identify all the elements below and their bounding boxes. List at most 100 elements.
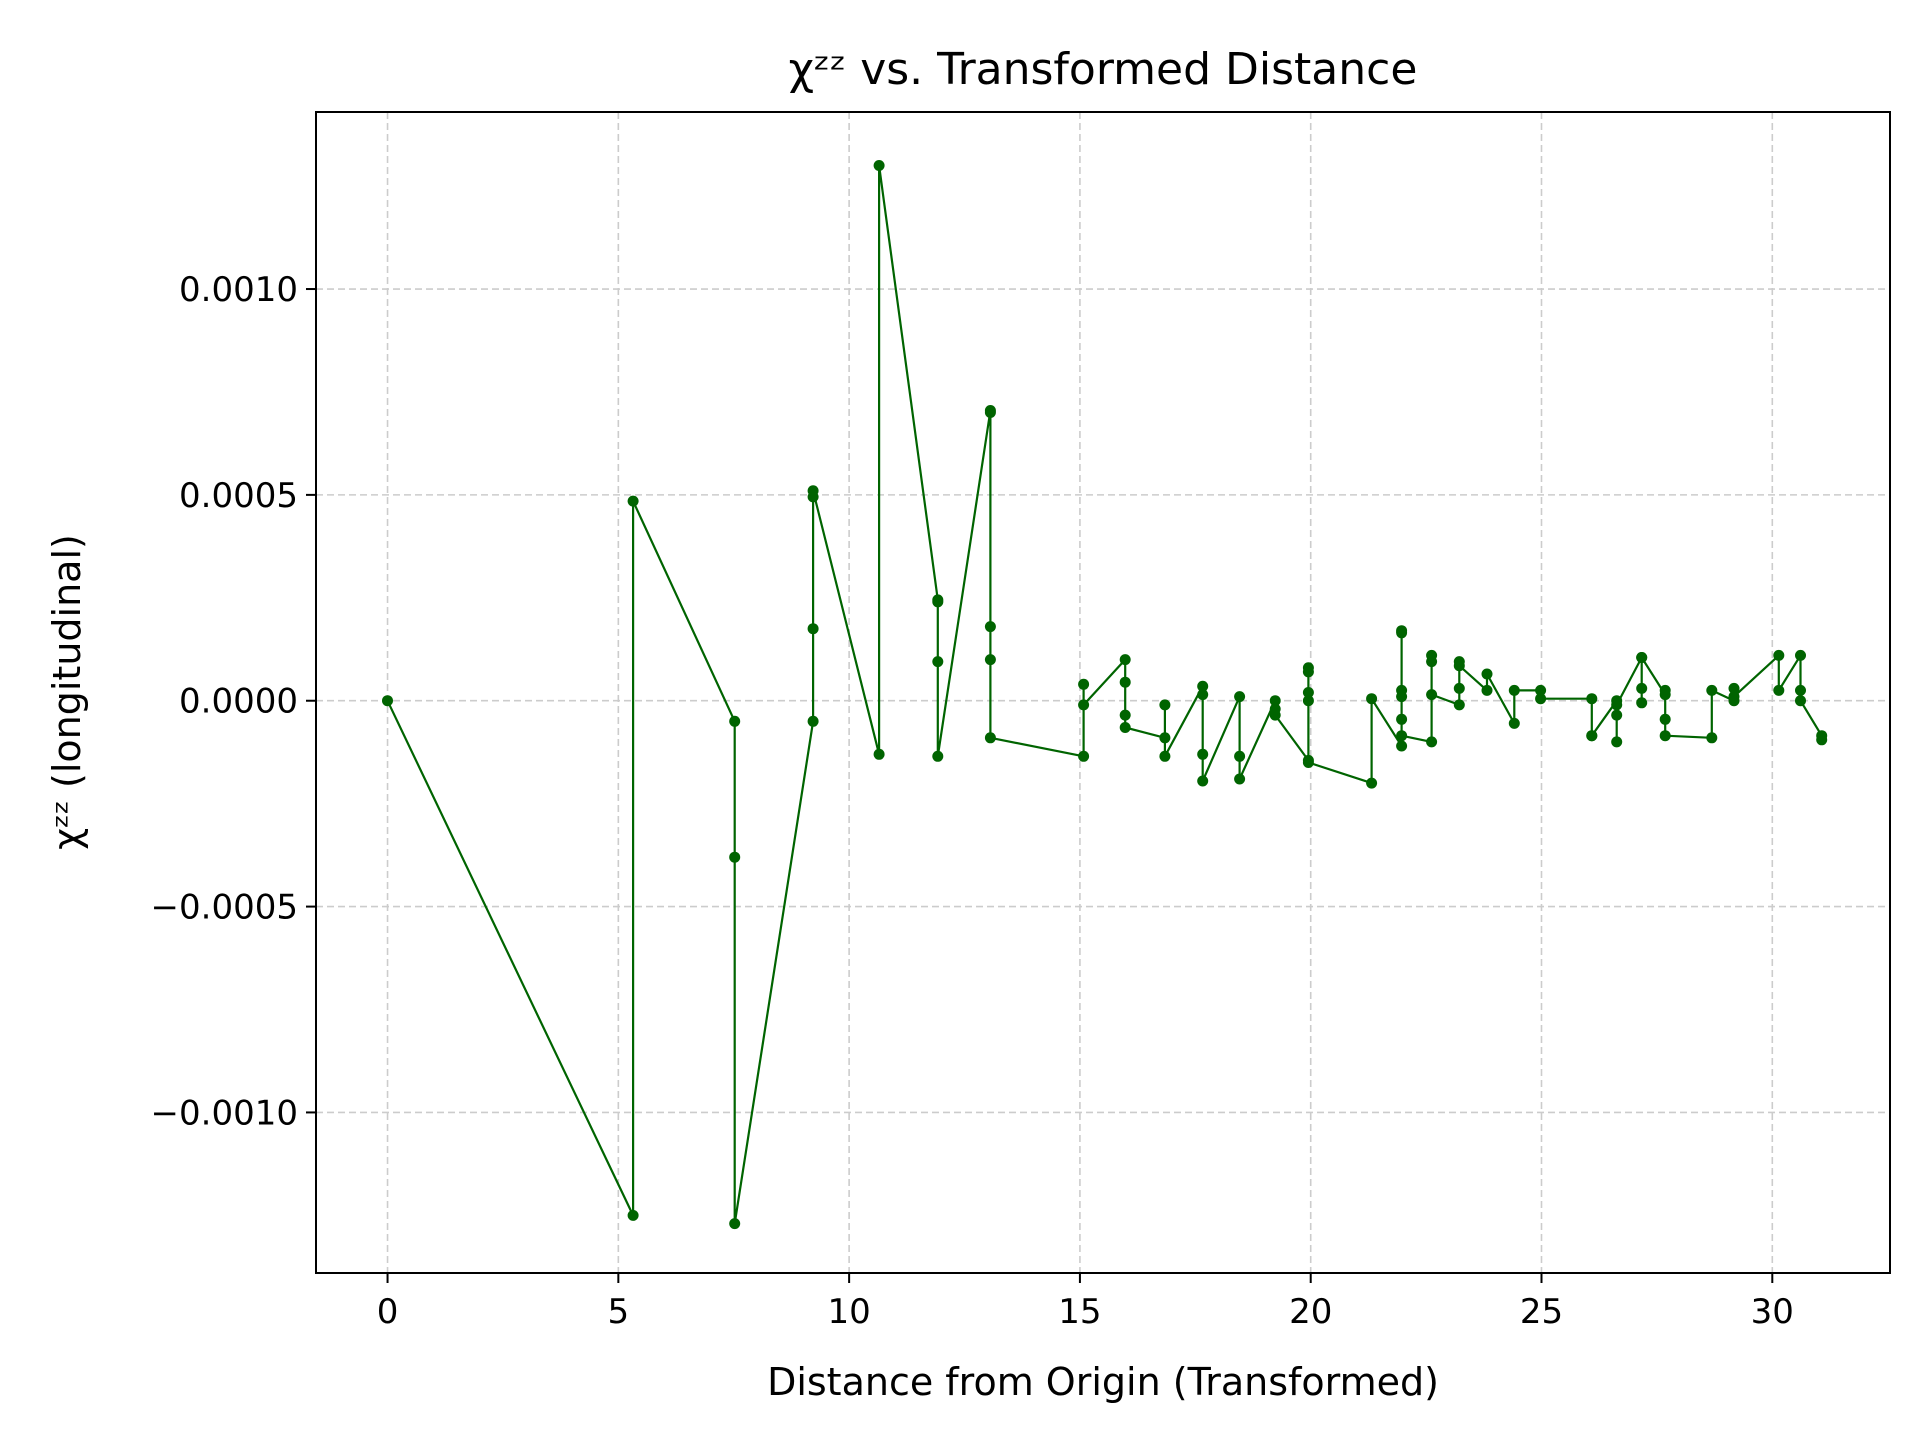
data-point bbox=[1453, 699, 1465, 711]
data-point bbox=[382, 695, 393, 707]
data-point bbox=[932, 596, 944, 608]
data-point bbox=[1706, 684, 1718, 696]
plot-layer bbox=[382, 160, 1828, 1230]
x-tick-label: 5 bbox=[608, 1292, 630, 1332]
data-point bbox=[729, 1218, 741, 1230]
data-point bbox=[1795, 684, 1806, 696]
data-point bbox=[1302, 757, 1314, 768]
y-tick-label: −0.0010 bbox=[151, 1093, 298, 1133]
data-point bbox=[1366, 693, 1378, 705]
y-tick-label: 0.0010 bbox=[179, 270, 298, 310]
data-point bbox=[1816, 734, 1828, 746]
data-point bbox=[984, 732, 996, 744]
chart-title: χᶻᶻ vs. Transformed Distance bbox=[789, 44, 1418, 95]
data-point bbox=[1773, 649, 1785, 661]
data-point bbox=[1396, 740, 1408, 752]
data-point bbox=[932, 656, 944, 668]
data-point bbox=[729, 851, 741, 863]
data-point bbox=[1426, 656, 1438, 668]
data-point bbox=[1302, 662, 1314, 674]
series-line bbox=[386, 164, 1823, 1225]
data-point bbox=[1078, 699, 1090, 711]
data-point bbox=[1659, 684, 1671, 696]
x-tick-label: 30 bbox=[1751, 1292, 1794, 1332]
data-point bbox=[1586, 730, 1598, 742]
data-point bbox=[1426, 736, 1438, 748]
data-point bbox=[1795, 649, 1806, 661]
data-point bbox=[1197, 748, 1209, 760]
data-point bbox=[1234, 773, 1246, 785]
data-point bbox=[873, 748, 885, 760]
data-point bbox=[1636, 682, 1648, 694]
data-point bbox=[1159, 732, 1171, 744]
data-point bbox=[1302, 695, 1314, 707]
data-point bbox=[1119, 709, 1131, 721]
data-point bbox=[1197, 680, 1209, 692]
x-tick-label: 0 bbox=[377, 1292, 399, 1332]
data-point bbox=[1659, 713, 1671, 725]
y-tick-label: 0.0005 bbox=[179, 476, 298, 516]
data-point bbox=[1636, 652, 1648, 663]
tick-layer: 0 5 10 15 20 25 30 −0.0010 −0.0005 0.0000 0.0005 0.… bbox=[151, 270, 1794, 1332]
data-point bbox=[1706, 732, 1718, 744]
data-point bbox=[1396, 627, 1408, 639]
data-point bbox=[1481, 668, 1493, 680]
data-point bbox=[1234, 691, 1246, 703]
data-point bbox=[1508, 684, 1520, 696]
data-point bbox=[1611, 736, 1623, 748]
x-tick-label: 25 bbox=[1520, 1292, 1563, 1332]
x-tick-label: 15 bbox=[1058, 1292, 1101, 1332]
data-point bbox=[1396, 713, 1408, 725]
data-point bbox=[1535, 693, 1547, 705]
data-point bbox=[1636, 697, 1648, 709]
data-point bbox=[1159, 699, 1171, 711]
data-point bbox=[1396, 684, 1408, 696]
data-point bbox=[1119, 676, 1131, 688]
data-point bbox=[1078, 678, 1090, 690]
data-point bbox=[1119, 722, 1131, 733]
data-point bbox=[873, 160, 885, 171]
data-point bbox=[1366, 777, 1378, 789]
data-point bbox=[1611, 709, 1623, 721]
data-point bbox=[1795, 695, 1806, 707]
data-point bbox=[1426, 689, 1438, 701]
x-axis-label: Distance from Origin (Transformed) bbox=[767, 1360, 1439, 1404]
data-point bbox=[1611, 699, 1623, 711]
data-point bbox=[1302, 687, 1314, 698]
data-point bbox=[1197, 775, 1209, 787]
data-point bbox=[1535, 684, 1547, 696]
data-point bbox=[807, 485, 819, 497]
x-tick-label: 20 bbox=[1289, 1292, 1332, 1332]
data-point bbox=[729, 715, 741, 727]
data-point bbox=[1728, 682, 1740, 694]
data-point bbox=[627, 495, 639, 507]
data-point bbox=[932, 750, 944, 762]
data-point bbox=[1078, 750, 1090, 762]
grid-layer bbox=[316, 112, 1890, 1273]
data-point bbox=[1659, 730, 1671, 742]
data-point bbox=[1481, 684, 1493, 696]
data-point bbox=[627, 1209, 639, 1221]
data-point bbox=[1197, 689, 1209, 701]
data-point bbox=[984, 654, 996, 666]
x-tick-label: 10 bbox=[827, 1292, 870, 1332]
data-point bbox=[1453, 660, 1465, 672]
data-point bbox=[807, 715, 819, 727]
y-axis-label: χᶻᶻ (longitudinal) bbox=[45, 534, 89, 850]
data-point bbox=[1119, 654, 1131, 666]
data-point bbox=[984, 407, 996, 418]
data-point bbox=[1508, 717, 1520, 729]
data-point bbox=[807, 623, 819, 635]
data-point bbox=[1269, 709, 1281, 721]
data-point bbox=[1773, 684, 1785, 696]
data-point bbox=[1728, 691, 1740, 703]
data-point bbox=[1453, 682, 1465, 694]
data-point bbox=[1396, 730, 1408, 742]
data-point bbox=[1159, 750, 1171, 762]
data-point bbox=[1234, 750, 1246, 762]
data-point bbox=[1586, 693, 1598, 705]
data-point bbox=[984, 621, 996, 633]
